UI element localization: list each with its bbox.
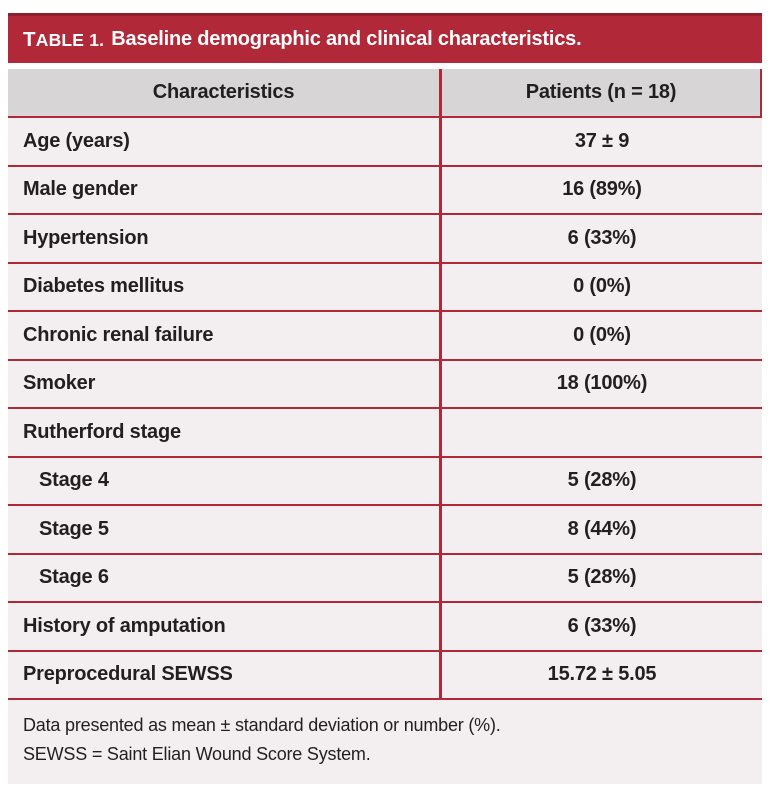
row-value: 6 (33%) — [439, 603, 762, 650]
row-value: 0 (0%) — [439, 312, 762, 359]
row-label: Rutherford stage — [23, 420, 181, 443]
row-label: Smoker — [23, 372, 96, 395]
row-value: 0 (0%) — [439, 263, 762, 310]
table-row: Preprocedural SEWSS 15.72 ± 5.05 — [8, 651, 762, 700]
table-title-label: TABLE 1. — [23, 27, 105, 51]
table-card: TABLE 1. Baseline demographic and clinic… — [8, 13, 762, 784]
row-label: Stage 4 — [39, 469, 109, 492]
row-label: History of amputation — [23, 614, 226, 637]
row-value: 18 (100%) — [439, 360, 762, 407]
row-value: 16 (89%) — [439, 166, 762, 213]
row-value: 5 (28%) — [439, 554, 762, 601]
table-row: Diabetes mellitus 0 (0%) — [8, 263, 762, 312]
table-row: Hypertension 6 (33%) — [8, 215, 762, 264]
row-value: 5 (28%) — [439, 457, 762, 504]
table-footnote: Data presented as mean ± standard deviat… — [8, 700, 762, 784]
table-row: History of amputation 6 (33%) — [8, 603, 762, 652]
footnote-line: SEWSS = Saint Elian Wound Score System. — [23, 744, 371, 764]
footnote-line: Data presented as mean ± standard deviat… — [23, 715, 501, 735]
table-row: Stage 4 5 (28%) — [8, 457, 762, 506]
table-body: Age (years) 37 ± 9 Male gender 16 (89%) … — [8, 118, 762, 700]
row-label: Stage 5 — [39, 517, 109, 540]
column-header-patients: Patients (n = 18) — [439, 69, 762, 116]
row-value: 8 (44%) — [439, 506, 762, 553]
column-header-characteristics: Characteristics — [8, 69, 439, 116]
row-label: Preprocedural SEWSS — [23, 663, 233, 686]
row-label: Stage 6 — [39, 566, 109, 589]
table-row: Chronic renal failure 0 (0%) — [8, 312, 762, 361]
table-row: Male gender 16 (89%) — [8, 166, 762, 215]
table-title-text: Baseline demographic and clinical charac… — [111, 28, 582, 50]
table-row: Smoker 18 (100%) — [8, 360, 762, 409]
table-title-bar: TABLE 1. Baseline demographic and clinic… — [8, 13, 762, 63]
row-label: Chronic renal failure — [23, 323, 214, 346]
row-label: Diabetes mellitus — [23, 275, 185, 298]
table-row: Rutherford stage — [8, 409, 762, 458]
row-value: 37 ± 9 — [439, 118, 762, 165]
row-value: 15.72 ± 5.05 — [439, 651, 762, 698]
row-value: 6 (33%) — [439, 215, 762, 262]
column-header-row: Characteristics Patients (n = 18) — [8, 69, 762, 118]
row-label: Age (years) — [23, 129, 130, 152]
row-value — [439, 409, 762, 456]
row-label: Hypertension — [23, 226, 149, 249]
row-label: Male gender — [23, 178, 138, 201]
table-row: Age (years) 37 ± 9 — [8, 118, 762, 167]
table-row: Stage 6 5 (28%) — [8, 554, 762, 603]
table-row: Stage 5 8 (44%) — [8, 506, 762, 555]
